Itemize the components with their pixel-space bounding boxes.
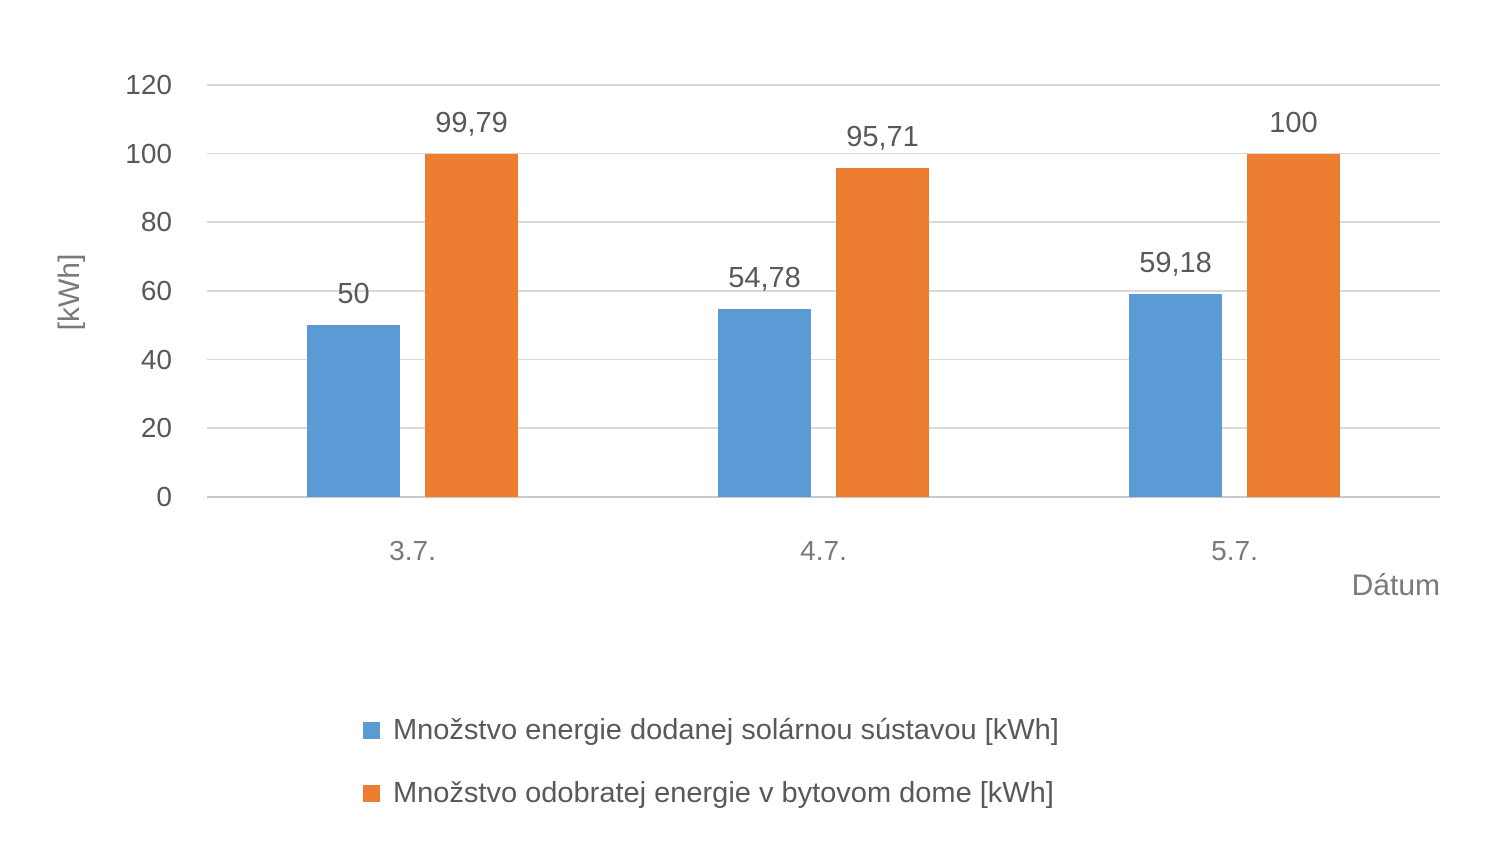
legend-item: Množstvo odobratej energie v bytovom dom… [363,775,1059,812]
legend-swatch-icon [363,722,380,739]
gridline [207,84,1440,86]
bar-value-label: 100 [1269,106,1318,139]
y-axis-tick-label: 0 [156,481,172,512]
bar-value-label: 54,78 [728,261,801,294]
x-axis-tick-label: 5.7. [1211,535,1258,566]
x-axis-line [207,496,1440,498]
y-axis-tick-label: 80 [140,206,172,238]
legend-label: Množstvo odobratej energie v bytovom dom… [393,777,1054,809]
legend-swatch-icon [363,785,380,802]
legend-label: Množstvo energie dodanej solárnou sústav… [393,714,1059,746]
y-axis-tick-label: 40 [140,343,172,375]
bar [307,325,400,497]
y-axis-tick-label: 100 [125,137,172,169]
y-axis-tick-label: 60 [140,275,172,306]
bar-value-label: 50 [337,278,370,311]
y-axis-tick-label: 120 [125,69,172,100]
gridline [207,221,1440,223]
gridline [207,358,1440,361]
gridline [207,427,1440,429]
y-axis-tick-label: 20 [140,412,172,444]
bar [1247,153,1340,497]
bar [718,308,811,497]
x-axis-tick-label: 3.7. [389,535,436,566]
legend-item: Množstvo energie dodanej solárnou sústav… [363,712,1059,749]
bar-value-label: 95,71 [846,121,919,154]
gridline [207,152,1440,155]
x-axis-title: Dátum [1351,569,1440,602]
gridline [207,290,1440,292]
bar-value-label: 99,79 [435,107,508,140]
x-axis-tick-label: 4.7. [800,535,847,566]
bar [1129,293,1222,497]
bar [836,168,929,497]
bar [425,154,518,497]
legend: Množstvo energie dodanej solárnou sústav… [363,712,1059,812]
bar-value-label: 59,18 [1139,246,1212,279]
